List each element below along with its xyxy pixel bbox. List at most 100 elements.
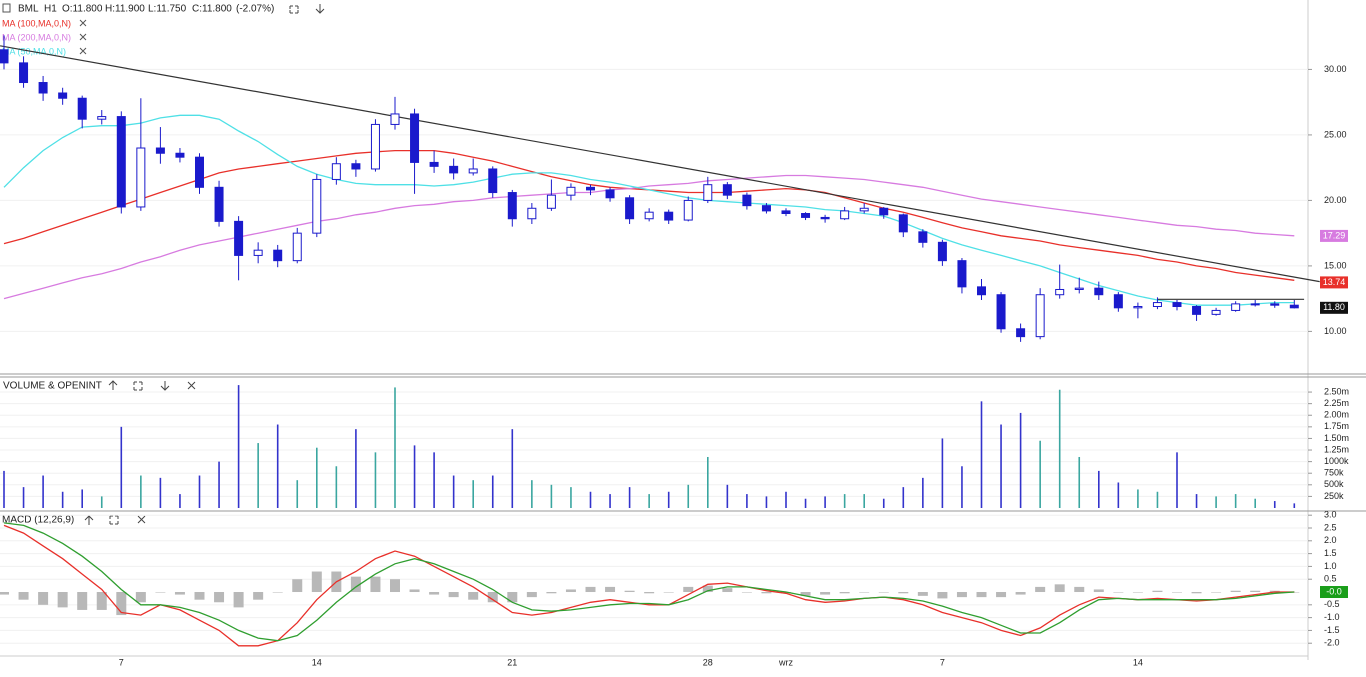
histogram-bar bbox=[878, 592, 889, 593]
up-icon[interactable] bbox=[108, 380, 118, 390]
y-tick-label: 500k bbox=[1324, 479, 1344, 489]
histogram-bar bbox=[253, 592, 264, 600]
y-tick-label: 2.5 bbox=[1324, 522, 1337, 532]
histogram-bar bbox=[1035, 586, 1046, 593]
price-tag bbox=[1320, 276, 1348, 289]
candle-body bbox=[19, 62, 29, 84]
candle-body bbox=[77, 97, 87, 120]
histogram-bar bbox=[448, 592, 459, 598]
y-tick-label: 1.0 bbox=[1324, 561, 1337, 571]
histogram-bar bbox=[546, 592, 557, 594]
candle-body bbox=[996, 294, 1006, 330]
histogram-bar bbox=[898, 592, 909, 594]
legend-entry: MA (200,MA,0,N) bbox=[2, 32, 71, 42]
candle-body bbox=[468, 168, 478, 174]
panel-title: MACD (12,26,9) bbox=[2, 515, 74, 526]
volume-bar bbox=[1117, 482, 1120, 508]
histogram-bar bbox=[507, 592, 518, 603]
moving-average bbox=[3, 174, 1295, 300]
legend-close[interactable] bbox=[79, 47, 87, 55]
legend-close[interactable] bbox=[79, 33, 87, 41]
candle-body bbox=[429, 161, 439, 167]
histogram-bar bbox=[135, 592, 146, 603]
maximize-icon[interactable] bbox=[109, 515, 119, 525]
low-value: L:11.750 bbox=[148, 4, 187, 15]
candle-body bbox=[586, 186, 595, 191]
histogram-bar bbox=[761, 592, 772, 594]
up-icon[interactable] bbox=[84, 515, 94, 525]
interval: H1 bbox=[44, 4, 57, 15]
close-icon[interactable] bbox=[137, 515, 146, 524]
volume-bar bbox=[237, 385, 240, 508]
volume-bar bbox=[648, 494, 650, 508]
maximize-icon[interactable] bbox=[289, 5, 299, 14]
volume-bar bbox=[707, 456, 709, 508]
down-icon[interactable] bbox=[315, 4, 325, 14]
volume-bar bbox=[276, 424, 279, 508]
down-icon[interactable] bbox=[160, 381, 170, 391]
volume-bar bbox=[491, 475, 494, 508]
candle-body bbox=[58, 92, 68, 99]
volume-bar bbox=[746, 494, 748, 508]
volume-bar bbox=[824, 496, 826, 508]
histogram-bar bbox=[96, 592, 107, 610]
y-tick-label: 20.00 bbox=[1324, 195, 1347, 205]
volume-bar bbox=[902, 487, 905, 508]
histogram-bar bbox=[1113, 592, 1124, 593]
x-tick-label: 7 bbox=[940, 657, 945, 667]
y-tick-label: 30.00 bbox=[1324, 64, 1347, 74]
candle-body bbox=[1231, 303, 1241, 311]
histogram-bar bbox=[1074, 586, 1085, 593]
volume-bar bbox=[22, 487, 25, 508]
candle-body bbox=[761, 205, 771, 212]
histogram-bar bbox=[174, 592, 185, 595]
candle-body bbox=[175, 152, 185, 158]
candle-body bbox=[351, 163, 361, 170]
histogram-bar bbox=[624, 590, 635, 593]
volume-bar bbox=[589, 491, 592, 508]
volume-bar bbox=[804, 498, 807, 508]
histogram-bar bbox=[565, 589, 576, 593]
y-tick-label: 750k bbox=[1324, 468, 1344, 478]
candle-body bbox=[957, 260, 967, 288]
collapse-icon[interactable] bbox=[2, 3, 11, 13]
volume-bar bbox=[785, 491, 787, 508]
volume-bar bbox=[843, 494, 846, 508]
histogram-bar bbox=[839, 592, 850, 594]
volume-bar bbox=[179, 494, 181, 508]
price-tag bbox=[1320, 229, 1348, 242]
close-value: C:11.800 bbox=[192, 4, 232, 15]
volume-bar bbox=[531, 480, 533, 508]
close-icon[interactable] bbox=[187, 381, 196, 390]
y-tick-label: 0.5 bbox=[1324, 574, 1337, 584]
histogram-bar bbox=[741, 592, 752, 593]
candle-body bbox=[801, 213, 811, 218]
y-tick-label: 2.25m bbox=[1324, 398, 1349, 408]
candle-body bbox=[0, 49, 9, 64]
candle-body bbox=[331, 163, 341, 180]
candle-body bbox=[1289, 304, 1299, 309]
candle-body bbox=[1211, 309, 1221, 315]
price-tag-label: 11.80 bbox=[1323, 302, 1345, 312]
histogram-bar bbox=[800, 592, 811, 596]
volume-bar bbox=[296, 480, 299, 508]
histogram-bar bbox=[1015, 592, 1026, 595]
candle-body bbox=[195, 156, 204, 188]
volume-bar bbox=[1000, 424, 1002, 508]
maximize-icon[interactable] bbox=[133, 381, 143, 391]
change-value: (-2.07%) bbox=[236, 4, 274, 15]
histogram-bar bbox=[214, 592, 225, 603]
volume-bar bbox=[198, 475, 201, 508]
price-tag-label: -0.0 bbox=[1326, 586, 1342, 596]
candle-body bbox=[1250, 303, 1260, 306]
candle-body bbox=[918, 231, 928, 243]
legend-close[interactable] bbox=[79, 19, 87, 27]
candle-body bbox=[527, 207, 537, 220]
histogram-bar bbox=[1054, 584, 1065, 593]
volume-bar bbox=[550, 484, 553, 508]
y-tick-label: -1.0 bbox=[1324, 612, 1340, 622]
open-value: O:11.800 bbox=[62, 4, 103, 15]
candle-body bbox=[781, 210, 791, 215]
volume-bar bbox=[628, 487, 631, 508]
histogram-bar bbox=[1191, 592, 1202, 594]
